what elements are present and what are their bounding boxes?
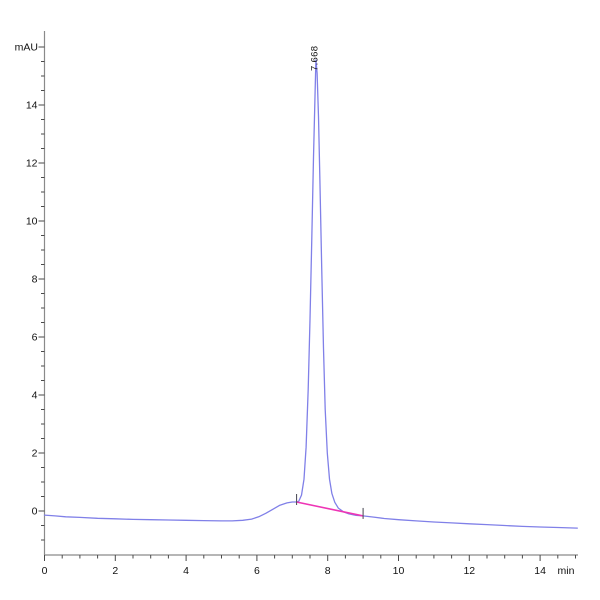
x-tick-label: 12 — [463, 565, 475, 577]
y-tick-label: 10 — [26, 216, 38, 228]
y-tick-label: 4 — [32, 390, 38, 402]
signal-trace — [43, 59, 578, 529]
y-axis-unit-label: mAU — [15, 42, 38, 54]
x-tick-label: 2 — [112, 565, 118, 577]
integration-baseline — [296, 501, 364, 517]
x-axis-unit-label: min — [558, 565, 575, 577]
peak-retention-time-label: 7.668 — [310, 46, 321, 71]
x-tick-label: 6 — [254, 565, 260, 577]
x-tick-label: 8 — [325, 565, 331, 577]
axes-layer: 0 2 4 6 8 10 12 14 0 2 4 6 8 10 12 14 — [26, 31, 578, 577]
y-tick-label: 8 — [32, 274, 38, 286]
x-tick-label: 0 — [42, 565, 48, 577]
y-tick-label: 0 — [32, 506, 38, 518]
x-tick-label: 10 — [393, 565, 405, 577]
y-tick-label: 2 — [32, 448, 38, 460]
x-tick-label: 14 — [534, 565, 546, 577]
y-tick-label: 14 — [26, 100, 38, 112]
x-tick-label: 4 — [183, 565, 189, 577]
plot-layer — [43, 59, 578, 529]
y-tick-label: 6 — [32, 332, 38, 344]
y-tick-label: 12 — [26, 158, 38, 170]
